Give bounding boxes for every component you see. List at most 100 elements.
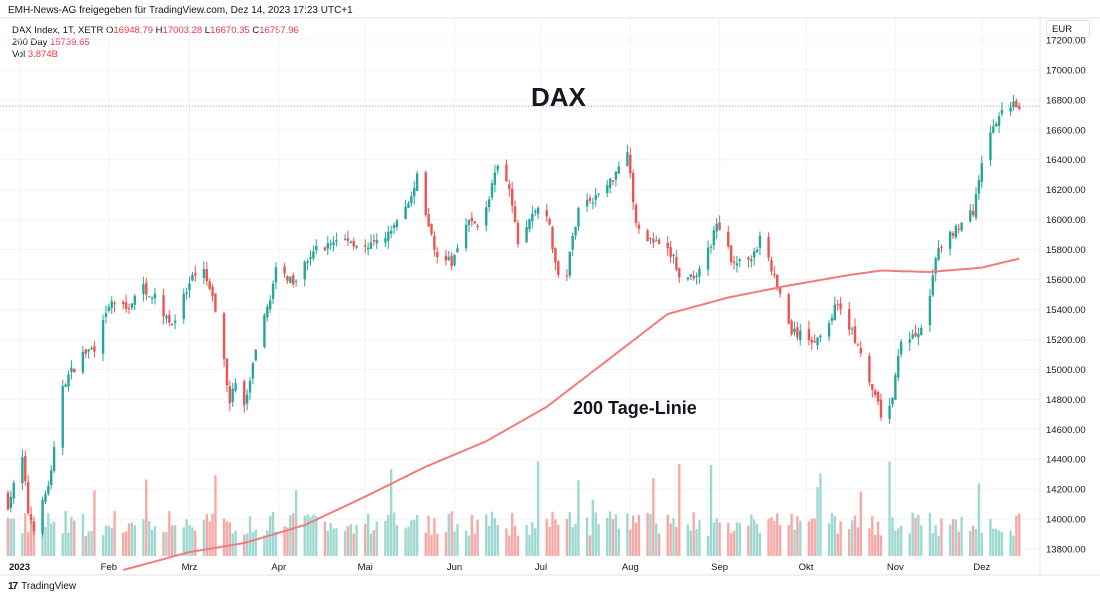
volume-bar [315,516,318,556]
price-tick-label: 16800.00 [1046,95,1086,106]
volume-bar [52,521,56,556]
candle-body [369,242,373,249]
candle-body [387,231,390,241]
volume-bar [951,519,955,556]
volume-bar [528,534,531,556]
volume-bar [142,518,145,556]
candle-body [245,394,249,404]
volume-bar [343,530,347,556]
candle-body [899,341,903,355]
volume-bar [997,530,1001,556]
price-tick-label: 15400.00 [1046,305,1086,316]
volume-bar [364,523,367,556]
candle-body [528,219,531,230]
candle-body [248,380,252,393]
low-value: 16670.35 [210,25,250,36]
candle-body [90,348,93,350]
candle-body [709,246,713,248]
candle-body [464,224,468,249]
volume-bar [225,521,229,556]
candle-body [84,349,87,354]
volume-bar [508,535,511,556]
volume-bar [214,475,217,556]
candle-body [568,251,571,276]
volume-bar [323,521,327,556]
legend-row-ma: 200 Day 15739.65 [12,37,299,49]
volume-bar [591,499,595,556]
candle-body [294,280,298,282]
candle-body [897,356,900,378]
volume-bar [686,524,690,556]
candle-body [153,293,157,299]
volume-bar [153,526,157,556]
volume-bar [61,533,64,556]
volume-bar [513,525,517,556]
candle-body [110,301,113,308]
volume-bar [47,513,50,556]
volume-bar [790,513,793,556]
volume-bar [940,518,943,556]
candle-body [323,247,327,251]
candle-body [666,242,669,249]
candle-body [162,295,165,317]
volume-bar [133,525,136,556]
candle-body [427,214,430,227]
volume-bar [646,513,649,556]
ma-label: 200 Day [12,37,48,48]
volume-bar [101,535,105,556]
candle-body [513,206,517,222]
volume-bar [816,487,819,556]
candle-body [326,243,329,249]
candle-body [202,268,206,278]
volume-bar [389,469,393,556]
price-tick-label: 14200.00 [1046,485,1086,496]
volume-bar [554,519,557,556]
candle-body [254,349,257,361]
candle-body [133,295,136,305]
volume-bar [266,530,269,556]
ma-value: 15739.65 [50,37,90,48]
candle-body [424,172,427,215]
candle-body [306,261,309,264]
candle-body [274,267,278,283]
currency-selector[interactable]: EUR [1046,20,1090,38]
volume-bar [444,532,448,556]
volume-bar [41,519,44,556]
candle-body [1015,100,1018,108]
volume-bar [234,530,237,556]
volume-bar [346,526,350,556]
candle-body [551,227,554,249]
price-tick-label: 17000.00 [1046,65,1086,76]
candle-body [404,206,407,219]
volume-bar [410,520,413,556]
candle-body [413,188,416,197]
candle-body [352,240,355,247]
candle-body [485,207,488,226]
volume-bar [666,514,669,556]
volume-bar [433,518,436,556]
candle-body [994,123,998,127]
volume-bar [67,532,70,556]
volume-bar [911,512,914,556]
candle-body [554,248,557,263]
volume-bar [848,529,851,556]
volume-bar [188,525,191,556]
candle-body [508,184,511,190]
volume-bar [712,522,716,556]
volume-bar [969,530,972,556]
price-axis: 17200.00 17000.00 16800.00 16600.00 16400.00… [1046,35,1086,555]
volume-bar [303,515,306,556]
volume-bar [629,529,632,556]
time-tick-label: Mai [358,562,373,573]
candle-body [574,226,577,236]
candle-body [493,172,497,185]
candle-body [165,315,168,319]
candle-body [989,132,992,161]
volume-bar [110,527,113,556]
candle-body [214,293,217,312]
volume-bar [755,523,759,556]
volume-bar [928,512,932,556]
volume-bar [355,525,358,556]
volume-bar [706,535,710,556]
